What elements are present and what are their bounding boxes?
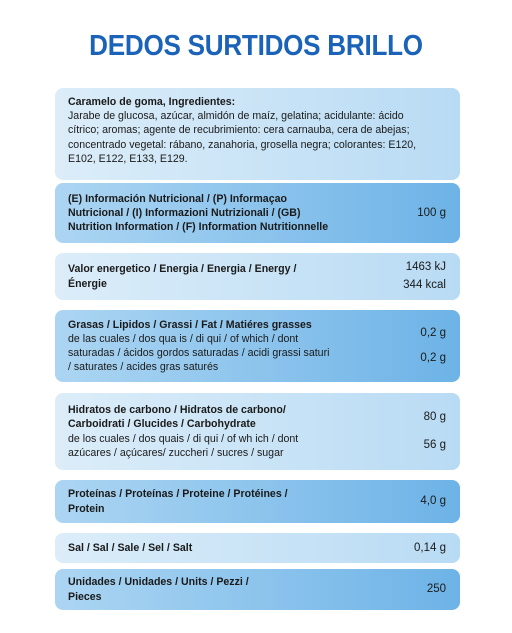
row-labels: Hidratos de carbono / Hidratos de carbon…	[68, 398, 298, 465]
row-detail: saturadas / ácidos gordos saturadas / ac…	[68, 347, 330, 359]
row-labels: Grasas / Lipidos / Grassi / Fat / Matiér…	[68, 315, 329, 377]
row-values: 80 g 56 g	[424, 398, 446, 465]
ingredients-box: Caramelo de goma, Ingredientes: Jarabe d…	[55, 88, 460, 180]
nutrition-row: Hidratos de carbono / Hidratos de carbon…	[55, 393, 460, 470]
nutrition-row: Valor energetico / Energia / Energia / E…	[55, 253, 460, 300]
row-value: 0,2 g	[420, 352, 446, 365]
nutrition-row: (E) Información Nutricional / (P) Inform…	[55, 183, 460, 243]
row-values: 4,0 g	[420, 485, 446, 518]
row-detail: / saturates / acides gras saturés	[68, 361, 219, 374]
row-labels: Unidades / Unidades / Units / Pezzi / Pie…	[68, 574, 249, 605]
row-values: 0,14 g	[414, 538, 446, 558]
ingredients-heading: Caramelo de goma, Ingredientes:	[68, 96, 236, 108]
row-detail: azúcares / açúcares/ zuccheri / sucres /…	[68, 446, 284, 459]
row-heading: Pieces	[68, 590, 102, 603]
ingredients-line: concentrado vegetal: rábano, zanahoria, …	[68, 138, 417, 151]
row-heading: Nutricional / (I) Informazioni Nutrizion…	[68, 206, 301, 219]
row-value: 4,0 g	[420, 495, 446, 507]
nutrition-row: Sal / Sal / Sale / Sel / Salt 0,14 g	[55, 533, 460, 563]
row-heading: Proteínas / Proteínas / Proteine / Proté…	[68, 488, 288, 501]
row-heading: Grasas / Lipidos / Grassi / Fat / Matiér…	[68, 318, 312, 331]
ingredients-line: cítrico; aromas; agente de recubrimiento…	[68, 124, 410, 137]
row-heading: Nutrition Information / (F) Information …	[68, 221, 329, 234]
row-values: 100 g	[417, 188, 446, 238]
row-heading: Carboidrati / Glucides / Carbohydrate	[68, 418, 256, 431]
row-values: 0,2 g 0,2 g	[420, 315, 446, 377]
row-value: 80 g	[423, 411, 446, 424]
row-values: 250	[427, 574, 446, 605]
row-value: 0,2 g	[420, 326, 446, 339]
row-detail: de los cuales / dos quais / di qui / of …	[68, 432, 299, 445]
row-heading: Protein	[68, 502, 105, 515]
row-labels: Proteínas / Proteínas / Proteine / Proté…	[68, 485, 288, 518]
row-values: 1463 kJ 344 kcal	[403, 258, 446, 295]
row-heading: Hidratos de carbono / Hidratos de carbon…	[68, 404, 286, 417]
row-heading: Sal / Sal / Sale / Sel / Salt	[68, 541, 193, 554]
nutrition-row: Unidades / Unidades / Units / Pezzi / Pie…	[55, 569, 460, 610]
row-labels: Sal / Sal / Sale / Sel / Salt	[68, 538, 192, 558]
row-labels: Valor energetico / Energia / Energia / E…	[68, 258, 296, 295]
row-value: 1463 kJ	[405, 261, 446, 274]
row-heading: (E) Información Nutricional / (P) Inform…	[68, 192, 287, 205]
ingredients-line: E102, E122, E133, E129.	[68, 152, 188, 165]
row-value: 250	[426, 583, 446, 595]
row-heading: Unidades / Unidades / Units / Pezzi /	[68, 576, 249, 589]
row-value: 100 g	[417, 206, 446, 219]
row-heading: Énergie	[68, 277, 107, 290]
ingredients-line: Jarabe de glucosa, azúcar, almidón de ma…	[68, 110, 404, 123]
nutrition-row: Grasas / Lipidos / Grassi / Fat / Matiér…	[55, 310, 460, 382]
row-value: 344 kcal	[403, 278, 446, 291]
row-detail: de las cuales / dos qua is / di qui / of…	[68, 332, 299, 345]
row-value: 56 g	[423, 438, 446, 451]
nutrition-row: Proteínas / Proteínas / Proteine / Proté…	[55, 480, 460, 523]
row-labels: (E) Información Nutricional / (P) Inform…	[68, 188, 328, 238]
title: DEDOS SURTIDOS BRILLO	[89, 30, 423, 62]
row-value: 0,14 g	[414, 541, 446, 554]
row-heading: Valor energetico / Energia / Energia / E…	[68, 263, 297, 276]
